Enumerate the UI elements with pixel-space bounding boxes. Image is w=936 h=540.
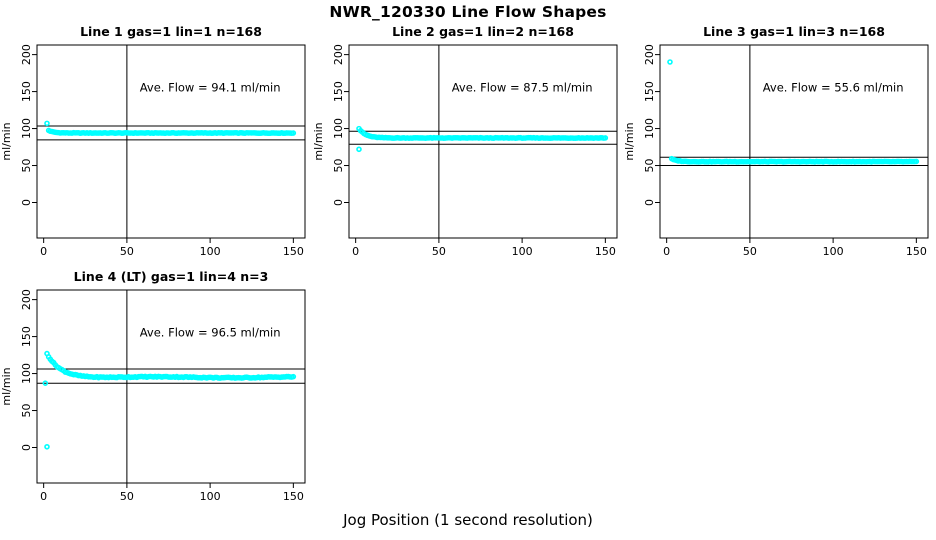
plot-box — [36, 289, 306, 484]
subplot-2: Line 2 gas=1 lin=2 n=168 0 50 100 150 0 50 100 1… — [312, 24, 618, 258]
y-tick-label: 150 — [20, 326, 33, 347]
subplot-title: Line 3 gas=1 lin=3 n=168 — [703, 24, 885, 39]
y-tick-label: 200 — [643, 44, 656, 65]
y-tick-label: 200 — [20, 289, 33, 310]
x-tick-label: 50 — [432, 245, 446, 258]
y-tick-label: 200 — [20, 44, 33, 65]
y-tick-label: 50 — [20, 404, 33, 418]
main-title: NWR_120330 Line Flow Shapes — [329, 3, 607, 21]
x-tick-label: 150 — [283, 245, 304, 258]
y-axis-label: ml/min — [623, 122, 636, 160]
x-tick-label: 100 — [512, 245, 533, 258]
ave-flow-annotation: Ave. Flow = 94.1 ml/min — [140, 81, 281, 95]
y-tick-label: 150 — [332, 81, 345, 102]
y-tick-label: 50 — [332, 159, 345, 173]
data-point — [602, 135, 609, 141]
x-tick-label: 50 — [743, 245, 757, 258]
x-tick-label: 50 — [120, 245, 134, 258]
data-points — [44, 120, 297, 137]
x-tick-label: 0 — [352, 245, 359, 258]
y-tick-label: 150 — [20, 81, 33, 102]
data-points — [667, 59, 920, 165]
subplot-title: Line 1 gas=1 lin=1 n=168 — [80, 24, 262, 39]
data-point — [290, 130, 297, 136]
outlier-point — [44, 120, 50, 127]
data-points — [42, 350, 297, 450]
x-tick-label: 150 — [906, 245, 927, 258]
y-tick-label: 50 — [643, 159, 656, 173]
x-tick-label: 100 — [823, 245, 844, 258]
x-tick-label: 0 — [663, 245, 670, 258]
ave-flow-annotation: Ave. Flow = 87.5 ml/min — [452, 81, 593, 95]
x-tick-label: 0 — [40, 490, 47, 503]
ave-flow-annotation: Ave. Flow = 55.6 ml/min — [763, 81, 904, 95]
x-tick-label: 150 — [283, 490, 304, 503]
data-point — [290, 373, 297, 380]
outlier-point — [42, 380, 49, 386]
x-tick-label: 100 — [200, 245, 221, 258]
y-tick-label: 100 — [20, 118, 33, 139]
outlier-point — [667, 59, 673, 65]
y-tick-label: 50 — [20, 159, 33, 173]
subplot-title: Line 2 gas=1 lin=2 n=168 — [392, 24, 574, 39]
outlier-point — [44, 443, 50, 450]
y-tick-label: 0 — [643, 199, 656, 206]
x-tick-label: 150 — [595, 245, 616, 258]
data-point — [913, 158, 920, 165]
outlier-point — [356, 146, 362, 153]
y-tick-label: 0 — [20, 444, 33, 451]
plot-box — [348, 44, 618, 239]
x-tick-label: 50 — [120, 490, 134, 503]
y-tick-label: 100 — [643, 118, 656, 139]
y-tick-label: 100 — [332, 118, 345, 139]
y-tick-label: 0 — [20, 199, 33, 206]
y-tick-label: 0 — [332, 199, 345, 206]
ave-flow-annotation: Ave. Flow = 96.5 ml/min — [140, 326, 281, 340]
plot-box — [659, 44, 929, 239]
x-tick-label: 0 — [40, 245, 47, 258]
y-axis-label: ml/min — [312, 122, 325, 160]
y-axis-label: ml/min — [0, 122, 13, 160]
y-tick-label: 100 — [20, 363, 33, 384]
y-tick-label: 150 — [643, 81, 656, 102]
data-points — [356, 125, 609, 153]
subplot-1: Line 1 gas=1 lin=1 n=168 0 50 100 150 0 50 100 1… — [0, 24, 306, 258]
x-axis-label: Jog Position (1 second resolution) — [343, 511, 593, 529]
y-tick-label: 200 — [332, 44, 345, 65]
x-tick-label: 100 — [200, 490, 221, 503]
subplot-4: Line 4 (LT) gas=1 lin=4 n=3 0 50 100 150 0 50 1… — [0, 269, 306, 503]
y-axis-label: ml/min — [0, 367, 13, 405]
subplot-3: Line 3 gas=1 lin=3 n=168 0 50 100 150 0 50 100 1… — [623, 24, 929, 258]
subplot-title: Line 4 (LT) gas=1 lin=4 n=3 — [74, 269, 269, 284]
plot-box — [36, 44, 306, 239]
